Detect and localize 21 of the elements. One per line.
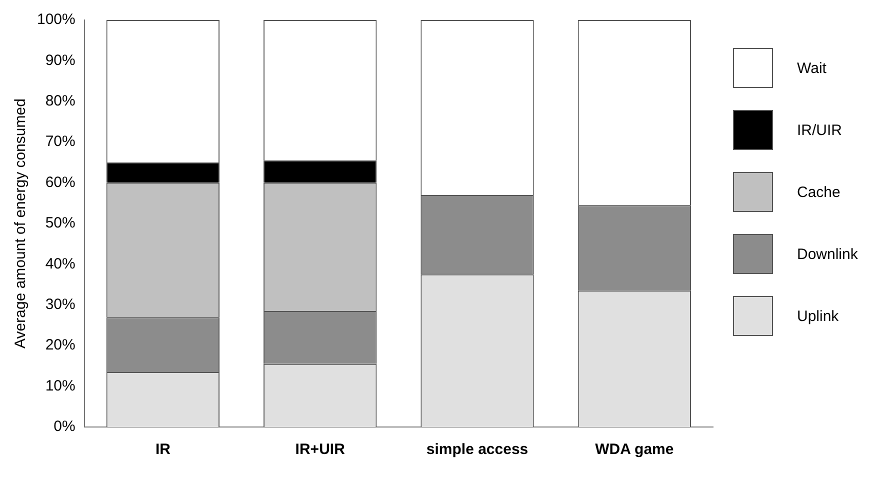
text: Downlink xyxy=(797,246,858,262)
x-tick-label: WDA game xyxy=(595,441,674,458)
text: Uplink xyxy=(797,308,839,324)
x-tick-label: IR xyxy=(155,441,171,458)
y-tick-label: 0% xyxy=(54,418,76,436)
y-tick-label: 90% xyxy=(45,52,76,69)
text: IR/UIR xyxy=(797,122,842,138)
text: Cache xyxy=(797,184,840,200)
y-tick-label: 40% xyxy=(45,255,76,272)
y-tick-label: 30% xyxy=(45,296,76,314)
y-tick-label: 50% xyxy=(45,214,76,232)
y-tick-label: 100% xyxy=(36,11,76,28)
y-tick-label: 10% xyxy=(45,377,76,394)
x-tick-label: IR+UIR xyxy=(295,441,346,458)
y-tick-label: 20% xyxy=(45,336,76,354)
x-tick-label: simple access xyxy=(426,441,528,458)
y-tick-label: 70% xyxy=(45,133,76,150)
y-tick-label: 60% xyxy=(45,174,76,191)
text: Wait xyxy=(797,60,826,76)
y-axis-title: Average amount of energy consumed xyxy=(12,98,30,348)
y-tick-label: 80% xyxy=(45,92,76,110)
